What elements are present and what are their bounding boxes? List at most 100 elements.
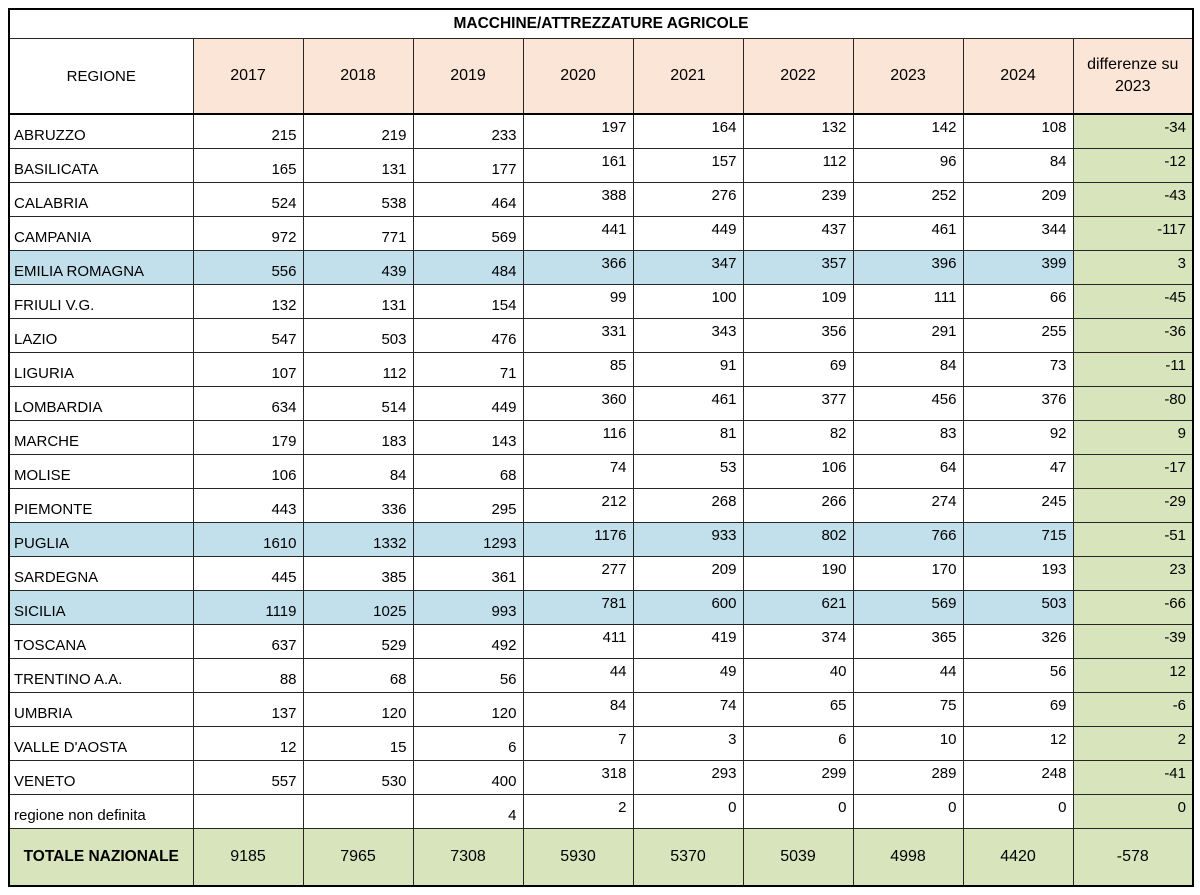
cell-2024: 66 xyxy=(962,284,1074,319)
cell-2019: 6 xyxy=(412,726,524,761)
cell-2021: 49 xyxy=(632,658,744,693)
cell-2021: 268 xyxy=(632,488,744,523)
cell-differenze: -43 xyxy=(1072,182,1194,217)
total-row: TOTALE NAZIONALE 9185 7965 7308 5930 5370 503… xyxy=(8,828,1194,887)
cell-2018: 385 xyxy=(302,556,414,591)
cell-2020: 277 xyxy=(522,556,634,591)
cell-2023: 291 xyxy=(852,318,964,353)
cell-2024: 245 xyxy=(962,488,1074,523)
cell-region: LAZIO xyxy=(8,318,194,353)
cell-2017: 556 xyxy=(192,250,304,285)
cell-2019: 484 xyxy=(412,250,524,285)
cell-2018: 771 xyxy=(302,216,414,251)
cell-2019: 361 xyxy=(412,556,524,591)
cell-2021: 100 xyxy=(632,284,744,319)
column-header-differenze: differenze su 2023 xyxy=(1072,38,1194,115)
cell-2024: 108 xyxy=(962,113,1074,149)
cell-differenze: 2 xyxy=(1072,726,1194,761)
cell-2021: 276 xyxy=(632,182,744,217)
cell-2022: 239 xyxy=(742,182,854,217)
cell-total-2019: 7308 xyxy=(412,828,524,887)
cell-2024: 326 xyxy=(962,624,1074,659)
cell-2023: 766 xyxy=(852,522,964,557)
table-row: TOSCANA 637 529 492 411 419 374 365 326 -39 xyxy=(8,624,1194,659)
cell-2022: 802 xyxy=(742,522,854,557)
cell-2024: 503 xyxy=(962,590,1074,625)
cell-2022: 106 xyxy=(742,454,854,489)
cell-2024: 344 xyxy=(962,216,1074,251)
cell-2018 xyxy=(302,794,414,829)
cell-differenze: 0 xyxy=(1072,794,1194,829)
cell-2024: 209 xyxy=(962,182,1074,217)
table-row: SARDEGNA 445 385 361 277 209 190 170 193 23 xyxy=(8,556,1194,591)
cell-2018: 112 xyxy=(302,352,414,387)
cell-2019: 449 xyxy=(412,386,524,421)
cell-2018: 68 xyxy=(302,658,414,693)
table-row: SICILIA 1119 1025 993 781 600 621 569 503 -66 xyxy=(8,590,1194,625)
cell-2021: 81 xyxy=(632,420,744,455)
table-row: PUGLIA 1610 1332 1293 1176 933 802 766 715 -51 xyxy=(8,522,1194,557)
cell-2021: 419 xyxy=(632,624,744,659)
cell-2019: 68 xyxy=(412,454,524,489)
cell-2021: 449 xyxy=(632,216,744,251)
cell-2017: 445 xyxy=(192,556,304,591)
cell-2023: 83 xyxy=(852,420,964,455)
table-row: LOMBARDIA 634 514 449 360 461 377 456 376 -80 xyxy=(8,386,1194,421)
cell-2018: 336 xyxy=(302,488,414,523)
table-row: FRIULI V.G. 132 131 154 99 100 109 111 66 -45 xyxy=(8,284,1194,319)
cell-2019: 569 xyxy=(412,216,524,251)
cell-2018: 538 xyxy=(302,182,414,217)
cell-2020: 331 xyxy=(522,318,634,353)
cell-2020: 318 xyxy=(522,760,634,795)
cell-2019: 464 xyxy=(412,182,524,217)
cell-region: regione non definita xyxy=(8,794,194,829)
cell-2022: 356 xyxy=(742,318,854,353)
cell-2024: 399 xyxy=(962,250,1074,285)
cell-2019: 492 xyxy=(412,624,524,659)
cell-2023: 142 xyxy=(852,113,964,149)
cell-region: LOMBARDIA xyxy=(8,386,194,421)
cell-2020: 360 xyxy=(522,386,634,421)
cell-2024: 248 xyxy=(962,760,1074,795)
cell-region: VENETO xyxy=(8,760,194,795)
cell-region: SARDEGNA xyxy=(8,556,194,591)
cell-2023: 289 xyxy=(852,760,964,795)
cell-2020: 2 xyxy=(522,794,634,829)
cell-differenze: -12 xyxy=(1072,148,1194,183)
cell-differenze: -41 xyxy=(1072,760,1194,795)
cell-region: VALLE D'AOSTA xyxy=(8,726,194,761)
cell-2019: 295 xyxy=(412,488,524,523)
table-row: regione non definita 4 2 0 0 0 0 0 xyxy=(8,794,1194,829)
cell-region: CALABRIA xyxy=(8,182,194,217)
cell-2023: 456 xyxy=(852,386,964,421)
cell-2021: 600 xyxy=(632,590,744,625)
cell-2023: 96 xyxy=(852,148,964,183)
cell-2023: 64 xyxy=(852,454,964,489)
table-row: LIGURIA 107 112 71 85 91 69 84 73 -11 xyxy=(8,352,1194,387)
cell-region: TRENTINO A.A. xyxy=(8,658,194,693)
table-row: CALABRIA 524 538 464 388 276 239 252 209 -43 xyxy=(8,182,1194,217)
cell-2022: 109 xyxy=(742,284,854,319)
cell-2018: 131 xyxy=(302,148,414,183)
table-row: MOLISE 106 84 68 74 53 106 64 47 -17 xyxy=(8,454,1194,489)
cell-2021: 91 xyxy=(632,352,744,387)
cell-2024: 73 xyxy=(962,352,1074,387)
cell-region: PIEMONTE xyxy=(8,488,194,523)
cell-2022: 266 xyxy=(742,488,854,523)
cell-region: MOLISE xyxy=(8,454,194,489)
cell-2017: 215 xyxy=(192,113,304,149)
cell-2018: 503 xyxy=(302,318,414,353)
cell-2022: 132 xyxy=(742,113,854,149)
cell-2021: 209 xyxy=(632,556,744,591)
cell-2021: 0 xyxy=(632,794,744,829)
cell-2022: 0 xyxy=(742,794,854,829)
cell-2021: 3 xyxy=(632,726,744,761)
table-row: VALLE D'AOSTA 12 15 6 7 3 6 10 12 2 xyxy=(8,726,1194,761)
cell-2017: 12 xyxy=(192,726,304,761)
cell-2021: 347 xyxy=(632,250,744,285)
cell-2022: 69 xyxy=(742,352,854,387)
cell-2020: 781 xyxy=(522,590,634,625)
cell-2024: 84 xyxy=(962,148,1074,183)
cell-2022: 82 xyxy=(742,420,854,455)
